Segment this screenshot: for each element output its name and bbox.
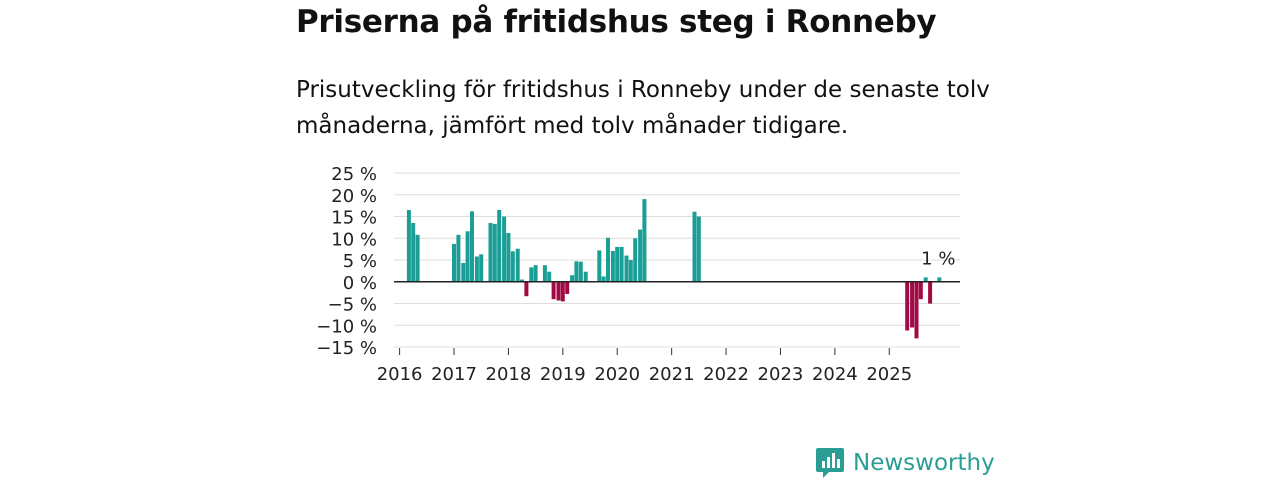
bar — [583, 271, 588, 282]
bar — [502, 216, 507, 282]
bar — [642, 199, 647, 282]
y-tick-label: −15 % — [316, 338, 377, 359]
bar — [910, 281, 915, 328]
y-tick-label: 25 % — [331, 164, 377, 185]
bar — [692, 211, 697, 282]
x-tick-label: 2021 — [649, 364, 695, 385]
x-tick-label: 2019 — [540, 364, 586, 385]
bar — [601, 276, 606, 282]
bar — [615, 246, 620, 282]
bar — [488, 223, 493, 282]
bar — [578, 261, 583, 282]
y-tick-label: 5 % — [343, 251, 377, 272]
bar — [606, 237, 610, 282]
bar — [918, 281, 923, 300]
bar — [633, 238, 638, 282]
bar — [551, 281, 556, 300]
bar — [461, 263, 466, 282]
bars-layer — [406, 199, 942, 339]
y-tick-label: 20 % — [331, 186, 377, 207]
axis-layer: 25 %20 %15 %10 %5 %0 %−5 %−10 %−15 %2016… — [316, 164, 960, 385]
bar — [638, 229, 643, 282]
bar — [560, 281, 565, 302]
bar — [628, 260, 633, 282]
bar — [456, 234, 461, 282]
bar — [515, 248, 520, 282]
bar — [610, 250, 615, 282]
bar — [524, 281, 529, 297]
bar — [914, 281, 919, 339]
bar — [905, 281, 910, 331]
bar — [937, 277, 942, 282]
bar — [411, 223, 416, 282]
chart-subtitle: Prisutveckling för fritidshus i Ronneby … — [296, 77, 990, 139]
bar — [597, 250, 602, 282]
y-tick-label: −5 % — [328, 295, 377, 316]
bar — [533, 265, 538, 282]
x-tick-label: 2017 — [431, 364, 477, 385]
x-tick-label: 2024 — [812, 364, 858, 385]
x-tick-label: 2025 — [866, 364, 912, 385]
bar — [452, 243, 456, 282]
x-tick-label: 2018 — [486, 364, 532, 385]
bar — [547, 271, 552, 282]
grid-layer — [394, 172, 960, 348]
bar — [619, 246, 624, 282]
bar — [570, 275, 575, 282]
x-tick-label: 2016 — [377, 364, 423, 385]
bar — [406, 210, 411, 282]
bar — [542, 265, 547, 282]
bar — [510, 251, 515, 282]
bar — [506, 233, 511, 282]
newsworthy-logo-icon — [816, 448, 844, 478]
newsworthy-logo-text: Newsworthy — [853, 450, 995, 476]
annotation-label: 1 % — [921, 248, 955, 269]
y-tick-label: 0 % — [343, 273, 377, 294]
bar — [474, 256, 479, 282]
y-tick-label: −10 % — [316, 316, 377, 337]
bar — [529, 267, 534, 282]
bar — [696, 216, 701, 282]
x-tick-label: 2020 — [594, 364, 640, 385]
bar — [465, 231, 470, 282]
bar — [520, 279, 524, 282]
y-tick-label: 15 % — [331, 208, 377, 229]
bar — [492, 223, 497, 282]
bar — [565, 281, 570, 294]
chart-title: Priserna på fritidshus steg i Ronneby — [296, 4, 937, 40]
y-tick-label: 10 % — [331, 229, 377, 250]
newsworthy-logo[interactable]: Newsworthy — [815, 446, 995, 480]
bar — [624, 255, 629, 282]
bar — [415, 234, 420, 282]
x-tick-label: 2022 — [703, 364, 749, 385]
bar — [479, 254, 484, 282]
bar — [470, 211, 474, 282]
bar — [923, 277, 928, 282]
bar — [574, 261, 579, 282]
x-tick-label: 2023 — [758, 364, 804, 385]
bar — [556, 281, 561, 301]
bar — [928, 281, 933, 304]
bar — [497, 210, 502, 282]
